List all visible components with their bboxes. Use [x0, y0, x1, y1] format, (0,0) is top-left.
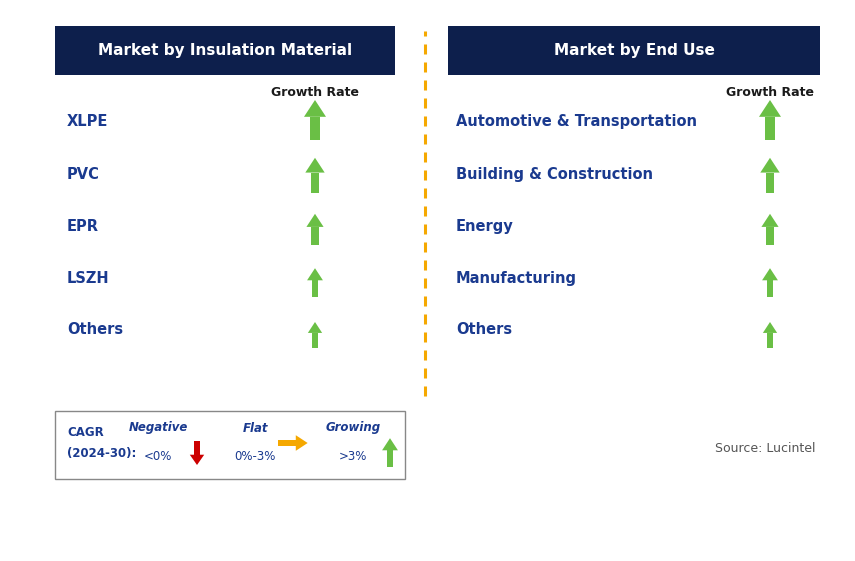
Text: Energy: Energy: [456, 218, 514, 233]
FancyBboxPatch shape: [448, 26, 820, 75]
Text: Source: Lucintel: Source: Lucintel: [715, 443, 815, 456]
Text: XLPE: XLPE: [67, 113, 109, 128]
Polygon shape: [311, 227, 319, 245]
Text: <0%: <0%: [144, 450, 172, 463]
Polygon shape: [305, 158, 325, 173]
Text: EPR: EPR: [67, 218, 99, 233]
Text: Growing: Growing: [326, 421, 380, 435]
Text: Growth Rate: Growth Rate: [726, 85, 814, 99]
Text: Market by End Use: Market by End Use: [553, 43, 715, 58]
Polygon shape: [767, 280, 773, 297]
Polygon shape: [278, 440, 296, 447]
Polygon shape: [194, 440, 200, 455]
Polygon shape: [766, 227, 774, 245]
FancyBboxPatch shape: [55, 26, 395, 75]
Polygon shape: [766, 173, 774, 193]
Text: Flat: Flat: [242, 421, 268, 435]
Polygon shape: [306, 214, 323, 227]
Polygon shape: [382, 438, 398, 450]
FancyBboxPatch shape: [55, 411, 405, 479]
Text: Automotive & Transportation: Automotive & Transportation: [456, 113, 697, 128]
Text: >3%: >3%: [339, 450, 367, 463]
Polygon shape: [760, 158, 780, 173]
Polygon shape: [767, 333, 773, 348]
Text: PVC: PVC: [67, 167, 100, 182]
Polygon shape: [312, 333, 318, 348]
Text: Negative: Negative: [128, 421, 188, 435]
Text: Building & Construction: Building & Construction: [456, 167, 653, 182]
Text: Others: Others: [456, 321, 512, 337]
Polygon shape: [762, 268, 778, 280]
Text: CAGR: CAGR: [67, 425, 103, 439]
Text: Growth Rate: Growth Rate: [271, 85, 359, 99]
Text: 0%-3%: 0%-3%: [234, 450, 275, 463]
Text: (2024-30):: (2024-30):: [67, 448, 137, 461]
Polygon shape: [763, 322, 777, 333]
Polygon shape: [386, 450, 393, 467]
Polygon shape: [312, 280, 318, 297]
Polygon shape: [307, 268, 323, 280]
Polygon shape: [311, 173, 319, 193]
Text: Others: Others: [67, 321, 123, 337]
Polygon shape: [310, 117, 320, 140]
Polygon shape: [304, 100, 326, 117]
Polygon shape: [762, 214, 779, 227]
Text: Manufacturing: Manufacturing: [456, 270, 577, 286]
Polygon shape: [759, 100, 781, 117]
Polygon shape: [765, 117, 775, 140]
Polygon shape: [308, 322, 322, 333]
Text: Market by Insulation Material: Market by Insulation Material: [98, 43, 352, 58]
Text: LSZH: LSZH: [67, 270, 109, 286]
Polygon shape: [296, 435, 308, 451]
Polygon shape: [190, 455, 204, 465]
